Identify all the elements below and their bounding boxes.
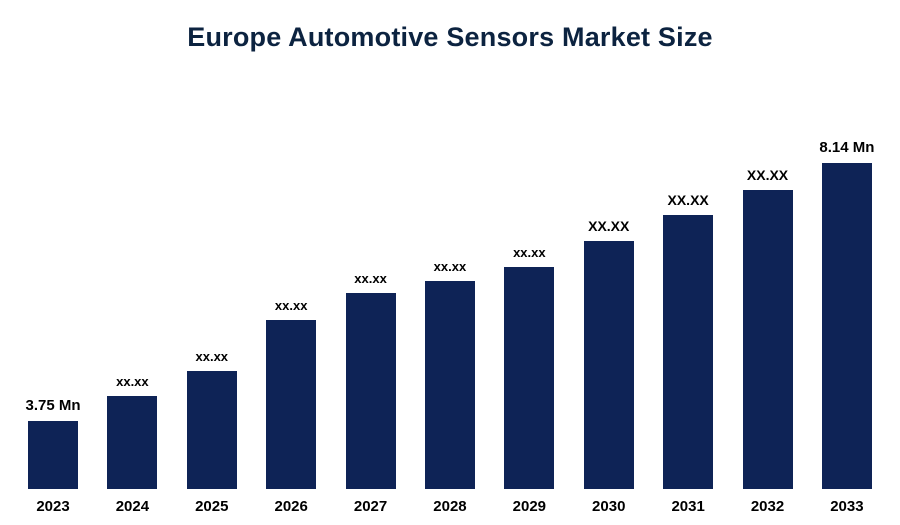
bar-chart: 3.75 Mn 2023 xx.xx 2024 xx.xx 2025 xx.xx 2026 xx… — [22, 139, 878, 515]
bar — [28, 421, 78, 489]
bar-group: XX.XX 2031 — [657, 192, 719, 515]
bar-value-label: xx.xx — [513, 245, 546, 260]
chart-title: Europe Automotive Sensors Market Size — [187, 22, 713, 52]
bar — [504, 267, 555, 489]
bar-group: xx.xx 2025 — [181, 349, 243, 515]
bar-group: xx.xx 2028 — [419, 259, 481, 515]
bar — [186, 371, 237, 489]
bar — [663, 215, 714, 489]
bar-group: 8.14 Mn 2033 — [816, 139, 878, 515]
bar-value-label: xx.xx — [354, 271, 387, 286]
bar-value-label: xx.xx — [274, 298, 308, 313]
bar — [583, 241, 634, 489]
bar-value-label: XX.XX — [746, 167, 789, 183]
x-axis-year-label: 2023 — [36, 498, 70, 515]
x-axis-year-label: 2030 — [592, 498, 626, 515]
bar-group: xx.xx 2029 — [498, 245, 560, 515]
bar-group: xx.xx 2026 — [260, 298, 322, 515]
bar — [821, 163, 872, 489]
bar — [345, 293, 396, 489]
bar-value-label: xx.xx — [195, 349, 229, 364]
bar-value-label: xx.xx — [433, 259, 467, 274]
x-axis-year-label: 2027 — [353, 498, 388, 515]
bar-group: xx.xx 2024 — [101, 374, 163, 515]
x-axis-year-label: 2024 — [115, 498, 150, 515]
bar-value-label: 8.14 Mn — [819, 139, 875, 156]
bar — [742, 190, 793, 489]
x-axis-year-label: 2032 — [750, 498, 785, 515]
x-axis-year-label: 2033 — [830, 498, 864, 515]
x-axis-year-label: 2026 — [274, 498, 308, 515]
bar-group: 3.75 Mn 2023 — [22, 397, 84, 515]
bar — [107, 396, 158, 489]
bar-value-label: 3.75 Mn — [25, 397, 81, 414]
bar-value-label: XX.XX — [588, 218, 630, 234]
bar-group: XX.XX 2030 — [578, 218, 640, 515]
x-axis-year-label: 2029 — [512, 498, 547, 515]
bar-group: xx.xx 2027 — [340, 271, 402, 515]
x-axis-year-label: 2028 — [433, 498, 467, 515]
bar-group: XX.XX 2032 — [737, 167, 799, 515]
x-axis-year-label: 2031 — [671, 498, 705, 515]
bar — [424, 281, 475, 489]
x-axis-year-label: 2025 — [195, 498, 229, 515]
bar — [266, 320, 317, 489]
bar-value-label: XX.XX — [667, 192, 709, 208]
bar-value-label: xx.xx — [116, 374, 149, 389]
